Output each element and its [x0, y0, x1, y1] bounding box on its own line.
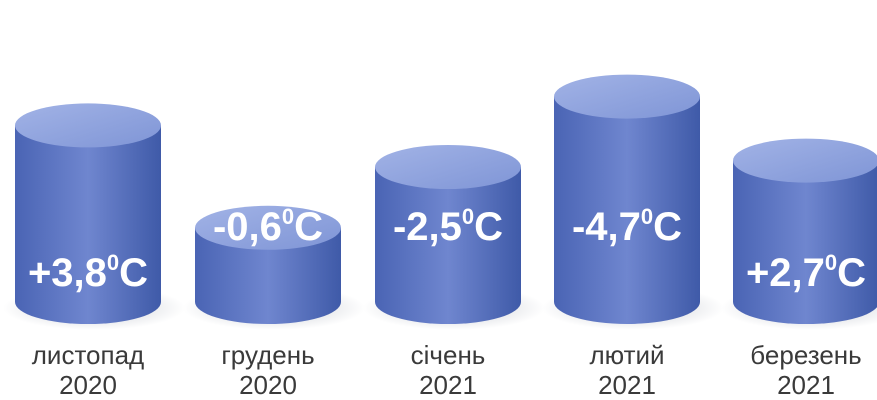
bar-top: [195, 205, 341, 250]
category-year: 2021: [777, 370, 835, 400]
cylinder-bar: +3,80C: [3, 103, 185, 330]
bar-top: [554, 74, 700, 119]
category-year: 2021: [598, 370, 656, 400]
data-label: -4,70C: [572, 204, 682, 249]
bar-body: [554, 96, 700, 324]
category-label: грудень 2020: [178, 340, 358, 400]
category-month: березень: [750, 340, 862, 370]
cylinder-bar: -4,70C: [542, 74, 724, 330]
category-year: 2021: [419, 370, 477, 400]
bar-top: [375, 145, 521, 189]
bar-top: [15, 103, 161, 148]
category-label: березень 2021: [716, 340, 877, 400]
cylinder-bar: -0,60C: [183, 204, 365, 330]
data-label: -2,50C: [393, 204, 503, 249]
category-year: 2020: [239, 370, 297, 400]
bar-top: [733, 138, 877, 183]
category-month: лютий: [589, 340, 665, 370]
category-label: листопад 2020: [0, 340, 178, 400]
bar-body: [195, 227, 341, 324]
category-label: січень 2021: [358, 340, 538, 400]
cylinder-bar: +2,70C: [721, 138, 877, 330]
cylinder-bar: -2,50C: [363, 145, 545, 330]
category-label: лютий 2021: [537, 340, 717, 400]
bar-body: [733, 160, 877, 324]
bar-body: [375, 167, 521, 324]
data-label: +2,70C: [746, 250, 866, 295]
bars-layer: +3,80C -0,60C -2,50C -4,70C +2,70C: [3, 74, 877, 330]
category-year: 2020: [59, 370, 117, 400]
category-month: січень: [410, 340, 486, 370]
data-label: +3,80C: [28, 250, 148, 295]
category-month: листопад: [31, 340, 145, 370]
bar-body: [15, 125, 161, 325]
data-label: -0,60C: [213, 204, 323, 249]
category-month: грудень: [221, 340, 315, 370]
